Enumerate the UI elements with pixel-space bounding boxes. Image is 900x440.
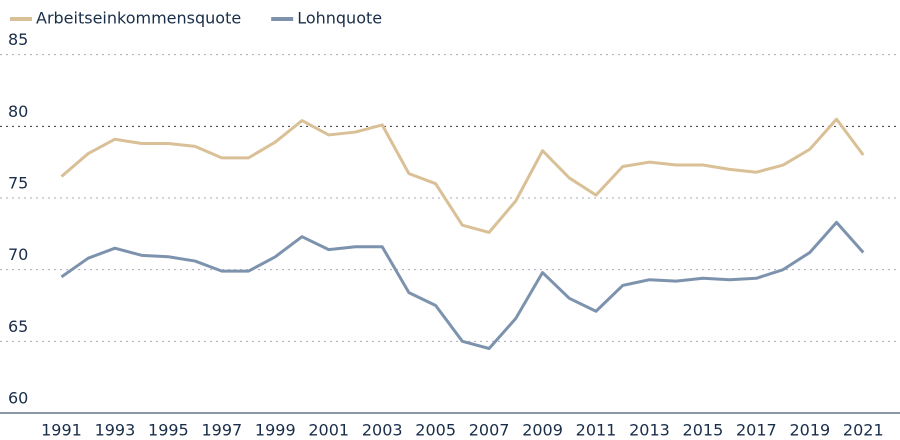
y-tick-label: 75 (8, 174, 28, 193)
x-tick-label: 2015 (683, 421, 724, 440)
y-tick-label: 85 (8, 30, 28, 49)
x-tick-label: 2021 (843, 421, 884, 440)
y-tick-label: 60 (8, 389, 28, 408)
x-tick-label: 2017 (736, 421, 777, 440)
x-tick-label: 2005 (415, 421, 456, 440)
legend-label: Lohnquote (297, 9, 382, 28)
x-tick-label: 1995 (148, 421, 189, 440)
y-tick-label: 70 (8, 245, 28, 264)
x-tick-label: 2009 (522, 421, 563, 440)
data-line (60, 220, 865, 350)
x-tick-label: 2013 (629, 421, 670, 440)
x-tick-label: 1999 (255, 421, 296, 440)
x-tick-label: 1993 (95, 421, 136, 440)
y-tick-label: 80 (8, 102, 28, 121)
x-tick-label: 1991 (41, 421, 82, 440)
x-tick-label: 2003 (362, 421, 403, 440)
data-line (60, 117, 865, 234)
legend-label: Arbeitseinkommensquote (36, 9, 241, 28)
x-tick-label: 2007 (469, 421, 510, 440)
x-tick-label: 2001 (308, 421, 349, 440)
y-tick-label: 65 (8, 317, 28, 336)
x-tick-label: 2011 (576, 421, 617, 440)
x-tick-label: 2019 (789, 421, 830, 440)
x-tick-label: 1997 (201, 421, 242, 440)
